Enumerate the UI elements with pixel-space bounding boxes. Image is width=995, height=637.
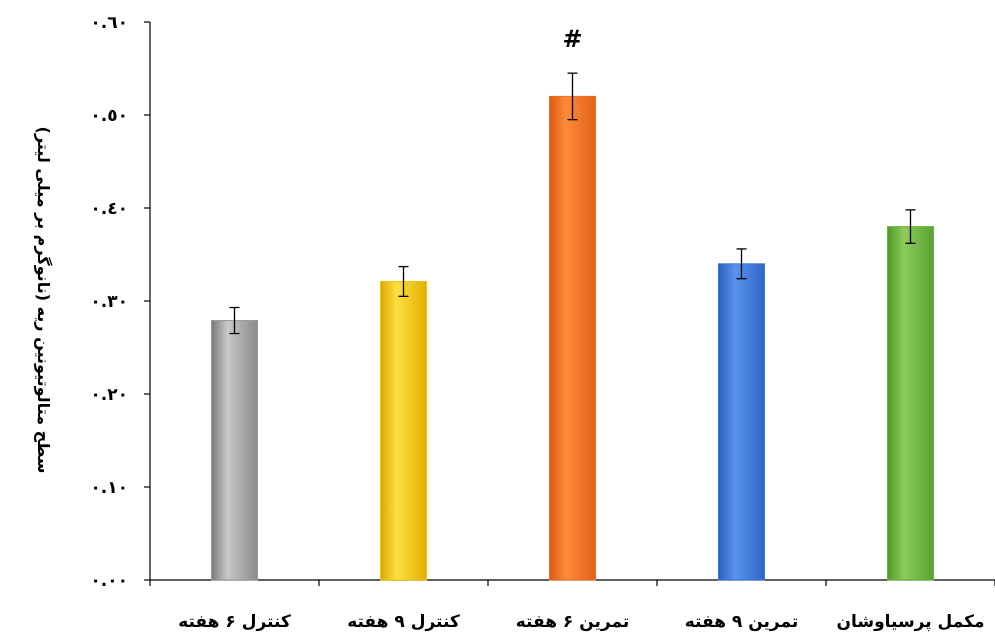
x-axis <box>149 579 995 586</box>
error-bars <box>229 72 916 335</box>
y-tick-label: ٠.١٠ <box>90 478 128 498</box>
bar <box>211 320 258 581</box>
y-tick-label: ٠.٣٠ <box>90 292 128 312</box>
bars <box>211 95 934 581</box>
y-tick-label: ٠.٥٠ <box>90 106 128 126</box>
category-label: مکمل پرسیاوشان <box>836 612 984 632</box>
category-label: تمرین ۹ هفته <box>685 612 799 632</box>
bar <box>887 226 934 581</box>
y-tick-label: ٠.٦٠ <box>90 13 128 33</box>
category-label: کنترل ۶ هفته <box>178 612 291 632</box>
bar <box>380 280 427 581</box>
significance-marker: # <box>562 25 582 53</box>
annotations: # <box>562 25 582 53</box>
y-tick-label: ٠.٤٠ <box>90 199 128 219</box>
bar <box>549 95 596 581</box>
y-tick-label: ٠.٢٠ <box>90 385 128 405</box>
category-labels: کنترل ۶ هفته کنترل ۹ هفته تمرین ۶ هفته تمری… <box>178 612 984 632</box>
y-tick-label: ٠.٠٠ <box>90 571 128 591</box>
y-axis-title: سطح متالوتیونین ریه (نانوگرم بر میلی لیت… <box>34 127 53 474</box>
bar <box>718 263 765 581</box>
y-axis: ٠.٠٠ ٠.١٠ ٠.٢٠ ٠.٣٠ ٠.٤٠ ٠.٥٠ ٠.٦٠ <box>90 13 151 591</box>
category-label: تمرین ۶ هفته <box>516 612 630 632</box>
category-label: کنترل ۹ هفته <box>347 612 460 632</box>
